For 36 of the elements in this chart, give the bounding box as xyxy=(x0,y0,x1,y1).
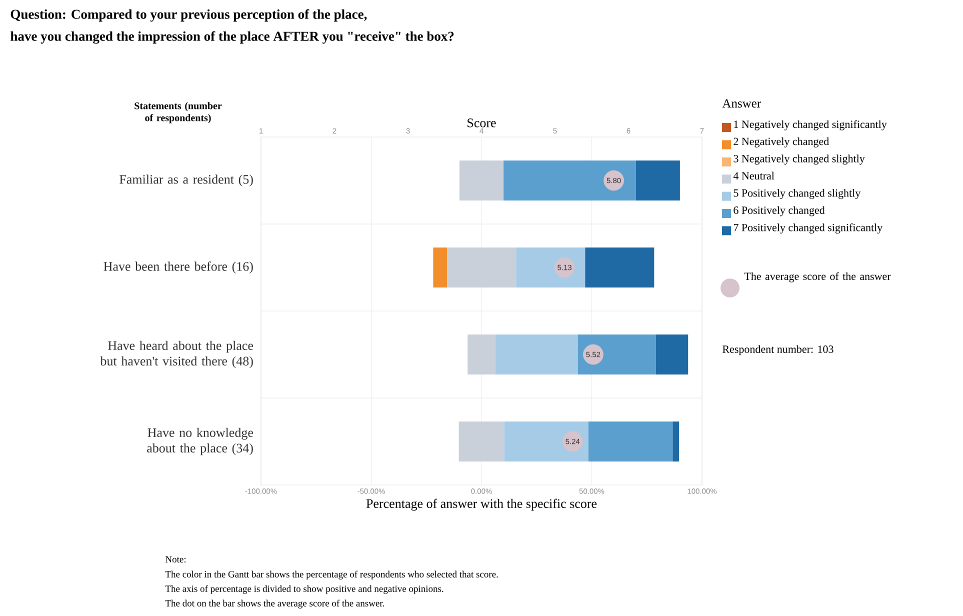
legend-label: 4 Neutral xyxy=(733,172,774,180)
y-axis-title: Statements (number of respondents) xyxy=(134,102,222,124)
chart-subtitle: have you changed the impression of the place AFTER you "receive" the box? xyxy=(10,31,454,44)
bar xyxy=(504,421,588,462)
text: The dot on the bar shows the average score of the answer. xyxy=(165,600,384,608)
bar xyxy=(636,160,680,201)
bar xyxy=(504,160,636,201)
legend-label: 2 Negatively changed xyxy=(734,137,829,148)
bar xyxy=(433,247,448,288)
text: The axis of percentage is divided to show positive and negative opinions. xyxy=(165,585,444,594)
legend-label: 7 Positively changed significantly xyxy=(734,223,883,234)
x-axis-title: Percentage of answer with the specific score xyxy=(366,498,597,511)
text: The average score of the answer xyxy=(744,272,891,282)
text: Respondent number: 103 xyxy=(722,345,834,356)
text: Note: xyxy=(165,556,186,563)
legend-label: 1 Negatively changed significantly xyxy=(734,120,887,130)
legend-label: 5 Positively changed slightly xyxy=(734,189,861,199)
legend-label: 6 Positively changed xyxy=(734,206,825,216)
y-tick-label: Have heard about the place but haven't visited there (48) xyxy=(100,340,254,368)
y-tick-label: Familiar as a resident (5) xyxy=(120,174,253,186)
text: The color in the Gantt bar shows the percentage of respondents who selected that score. xyxy=(165,570,498,580)
bar xyxy=(459,160,504,201)
bar xyxy=(495,334,578,375)
bar xyxy=(447,247,516,288)
bar xyxy=(458,421,504,462)
y-tick-label: Have been there before (16) xyxy=(104,262,253,274)
bar xyxy=(672,421,680,462)
bar xyxy=(468,334,496,375)
x2-axis-title: Score xyxy=(468,118,496,128)
legend-title: Answer xyxy=(722,99,761,108)
bar xyxy=(656,334,688,375)
y-tick-label: Have no knowledge about the place (34) xyxy=(147,428,254,456)
chart-title: Question: Compared to your previous perception of the place, xyxy=(10,9,367,22)
legend-label: 3 Negatively changed slightly xyxy=(734,154,865,165)
bar xyxy=(585,247,654,288)
bar xyxy=(588,421,673,462)
